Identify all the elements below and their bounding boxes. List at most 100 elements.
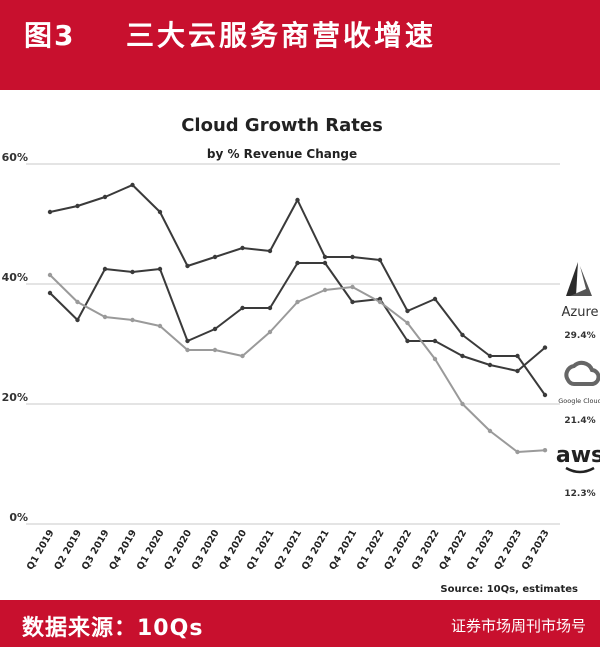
azure-series-line [49, 184, 546, 396]
data-source: 数据来源：10Qs [22, 616, 204, 641]
chart-title: Cloud Growth Rates [181, 115, 383, 136]
google-data-point [515, 368, 520, 374]
aws-data-point [432, 356, 438, 362]
aws-legend: aws 12.3% [556, 443, 600, 499]
aws-data-point [542, 448, 548, 453]
google-data-point [102, 266, 108, 272]
y-tick-label: 60% [2, 151, 28, 164]
azure-data-point [487, 353, 493, 359]
google-data-point [322, 260, 328, 266]
google-series-line [49, 262, 546, 372]
google-cloud-logo-icon [564, 360, 600, 386]
azure-data-point [322, 254, 328, 260]
y-tick-label: 40% [2, 271, 28, 284]
aws-data-point [322, 287, 328, 293]
x-tick-label: Q2 2022 [382, 528, 414, 572]
figure-number: 图3 [24, 19, 76, 52]
x-tick-label: Q3 2021 [300, 528, 332, 572]
aws-logo-icon [565, 466, 595, 474]
x-tick-label: Q2 2021 [272, 528, 304, 572]
aws-data-point [102, 314, 108, 320]
source-note: Source: 10Qs, estimates [440, 584, 578, 595]
aws-data-point [295, 299, 300, 305]
y-tick-labels: 0% 20% 40% 60% [2, 151, 28, 524]
aws-data-point [130, 317, 135, 323]
aws-data-point [157, 323, 163, 329]
azure-data-point [212, 254, 218, 260]
azure-data-point [157, 209, 163, 215]
footer-banner: 数据来源：10Qs 证券市场周刊市场号 [0, 600, 600, 647]
azure-data-point [47, 209, 53, 215]
x-tick-label: Q2 2019 [52, 528, 84, 572]
figure-title: 三大云服务商营收增速 [126, 19, 437, 52]
azure-data-point [240, 245, 245, 251]
aws-data-point [185, 347, 190, 353]
google-data-point [240, 305, 245, 311]
azure-data-point [515, 353, 520, 359]
azure-logo-text: Azure [561, 305, 598, 320]
azure-value: 29.4% [564, 331, 595, 341]
y-tick-label: 0% [9, 511, 28, 524]
google-data-point [47, 290, 53, 296]
aws-data-point [47, 272, 53, 278]
google-data-point [405, 338, 410, 344]
azure-data-point [102, 194, 108, 200]
aws-data-point [240, 353, 245, 359]
aws-data-point [405, 320, 410, 326]
google-data-point [185, 338, 190, 344]
azure-data-point [75, 203, 80, 209]
azure-legend: Azure 29.4% [561, 262, 599, 341]
azure-data-point [405, 308, 410, 314]
y-tick-label: 20% [2, 391, 28, 404]
google-data-point [295, 260, 300, 266]
x-tick-label: Q1 2022 [355, 528, 387, 572]
google-data-point [487, 362, 493, 368]
azure-data-point [350, 254, 355, 260]
x-tick-label: Q4 2022 [437, 528, 469, 572]
chart-panel: Cloud Growth Rates by % Revenue Change 0… [0, 90, 600, 600]
google-data-point [75, 317, 80, 323]
azure-data-point [267, 248, 273, 254]
grid-lines [26, 163, 560, 525]
google-data-point [350, 299, 355, 305]
google-logo-text: Google Cloud [558, 397, 600, 405]
series-points [47, 182, 548, 455]
google-data-point [212, 326, 218, 332]
google-data-point [157, 266, 163, 272]
watermark-text: 证券市场周刊市场号 [450, 617, 586, 635]
azure-data-point [295, 197, 300, 203]
aws-data-point [350, 284, 355, 290]
aws-data-point [267, 329, 273, 335]
azure-data-point [377, 257, 383, 263]
series-lines [49, 184, 546, 453]
growth-chart: Cloud Growth Rates by % Revenue Change 0… [2, 115, 600, 595]
google-data-point [432, 338, 438, 344]
aws-data-point [75, 299, 80, 305]
chart-subtitle: by % Revenue Change [207, 147, 357, 161]
aws-data-point [377, 299, 383, 305]
azure-logo-icon [566, 262, 592, 296]
google-data-point [130, 269, 135, 275]
x-tick-label: Q3 2022 [410, 528, 442, 572]
x-tick-label: Q2 2023 [492, 528, 524, 572]
x-tick-label: Q1 2021 [245, 528, 277, 572]
azure-data-point [460, 332, 465, 338]
x-tick-label: Q4 2019 [107, 528, 139, 572]
x-tick-label: Q4 2021 [327, 528, 359, 572]
google-data-point [460, 353, 465, 359]
aws-value: 12.3% [564, 489, 595, 499]
x-tick-label: Q3 2019 [80, 528, 112, 572]
aws-data-point [487, 428, 493, 434]
x-tick-label: Q3 2023 [520, 528, 552, 572]
azure-data-point [542, 392, 548, 398]
header-banner: 图3 三大云服务商营收增速 [0, 0, 600, 90]
aws-data-point [460, 401, 465, 407]
google-value: 21.4% [564, 416, 595, 426]
azure-data-point [185, 263, 190, 269]
google-legend: Google Cloud 21.4% [558, 360, 600, 426]
azure-data-point [130, 182, 135, 188]
aws-data-point [515, 449, 520, 455]
azure-data-point [432, 296, 438, 302]
google-data-point [542, 345, 548, 350]
